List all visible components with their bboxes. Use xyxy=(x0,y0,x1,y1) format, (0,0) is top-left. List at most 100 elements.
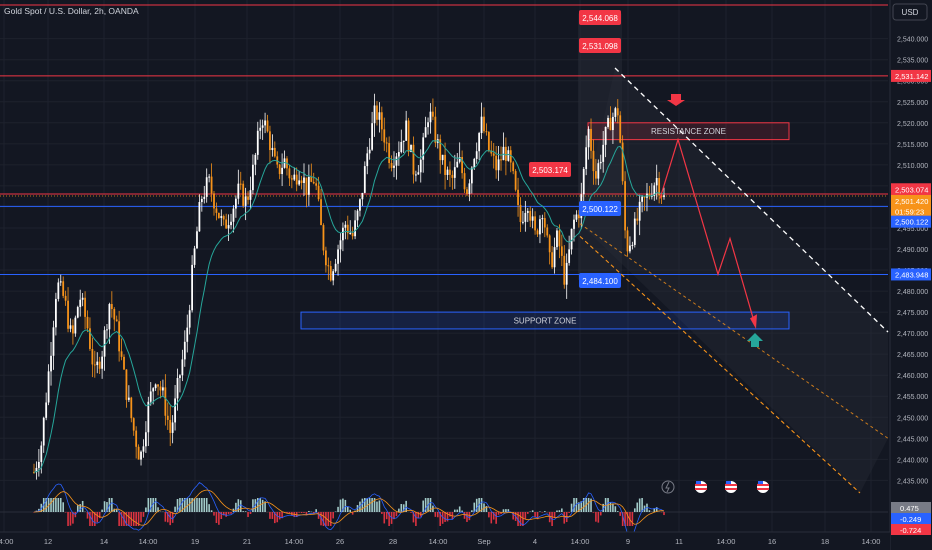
macd-bar xyxy=(458,506,461,512)
candle xyxy=(334,258,337,273)
macd-bar xyxy=(473,502,476,512)
candle xyxy=(602,130,605,173)
price-axis[interactable]: USD 2,435.000 2,440.000 2,445.000 2,450.000 2… xyxy=(889,0,932,550)
zones[interactable]: RESISTANCE ZONE SUPPORT ZONE xyxy=(300,122,790,330)
macd-bar xyxy=(398,508,400,512)
macd-bar xyxy=(410,512,412,513)
candle-body xyxy=(295,174,298,185)
macd-bar xyxy=(351,512,354,515)
macd-bar xyxy=(113,508,116,512)
candle xyxy=(568,235,571,266)
candle-body xyxy=(42,417,45,446)
currency-button[interactable]: USD xyxy=(892,3,928,21)
projection-path[interactable] xyxy=(659,137,757,329)
event-markers[interactable] xyxy=(661,480,769,494)
macd-bar xyxy=(471,510,473,512)
us-flag-event-icon[interactable] xyxy=(695,481,707,493)
candle-body xyxy=(451,174,454,178)
candle xyxy=(101,350,104,379)
candle xyxy=(254,152,257,176)
candle xyxy=(444,142,446,190)
candle-body xyxy=(534,216,536,231)
candle xyxy=(631,241,634,250)
macd-bar xyxy=(142,512,145,517)
macd-bar xyxy=(239,500,242,512)
candle xyxy=(50,341,52,386)
x-tick-label-6: 14:00 xyxy=(285,537,304,546)
candle xyxy=(556,228,558,250)
candle xyxy=(283,150,286,169)
macd-bar xyxy=(578,502,580,512)
candle-body xyxy=(539,219,541,235)
candle xyxy=(186,314,189,353)
candle-body xyxy=(225,219,228,229)
candle-body xyxy=(196,231,198,249)
candle xyxy=(137,444,140,460)
candle xyxy=(565,253,568,299)
price-callout-text: 2,503.174 xyxy=(532,166,568,175)
price-callout-text: 2,484.100 xyxy=(582,277,618,286)
candle xyxy=(490,140,493,157)
candle xyxy=(154,383,157,391)
macd-bar xyxy=(274,512,276,524)
candle xyxy=(269,125,271,164)
candle xyxy=(37,449,40,477)
candle xyxy=(658,171,661,204)
macd-bar xyxy=(436,512,439,518)
macd-bar xyxy=(595,512,597,522)
y-tick-label: 2,495.000 xyxy=(897,226,928,233)
candle-body xyxy=(507,150,510,161)
macd-bar xyxy=(614,506,617,512)
candle-body xyxy=(490,150,493,154)
macd-bar xyxy=(329,512,332,526)
candle-body xyxy=(74,317,77,334)
candle-body xyxy=(135,430,138,447)
macd-bar xyxy=(364,498,366,512)
macd-bar xyxy=(181,498,184,512)
candle-body xyxy=(602,144,605,162)
candle-body xyxy=(329,266,332,281)
candle-body xyxy=(252,164,254,191)
chart-title: Gold Spot / U.S. Dollar, 2h, OANDA xyxy=(4,6,139,16)
candle xyxy=(400,129,403,154)
candle xyxy=(227,214,230,241)
candle xyxy=(492,143,495,169)
indicator-tag-box xyxy=(891,513,931,524)
macd-bar xyxy=(383,512,386,524)
candle xyxy=(629,236,631,254)
time-axis[interactable]: 14:00 12 14 14:00 19 21 14:00 26 28 14:00 Sep 4 14:0… xyxy=(0,531,890,550)
candle xyxy=(324,246,327,273)
channel-upper-line xyxy=(614,67,889,333)
candle-body xyxy=(113,308,116,320)
candle xyxy=(619,111,622,144)
y-tick-label: 2,520.000 xyxy=(897,121,928,128)
us-flag-event-icon[interactable] xyxy=(725,481,737,493)
candle-body xyxy=(641,196,644,202)
candle-body xyxy=(45,402,48,418)
candle xyxy=(174,384,176,431)
macd-bar xyxy=(412,512,415,523)
macd-bar xyxy=(281,512,283,519)
candle xyxy=(636,207,639,225)
candle xyxy=(67,287,69,333)
macd-line xyxy=(33,481,665,538)
macd-bar xyxy=(33,512,35,513)
macd-bar xyxy=(663,512,665,516)
macd-bar xyxy=(417,512,420,519)
macd-bar xyxy=(179,498,181,512)
candle-body xyxy=(461,156,464,174)
axis-price-tag-box xyxy=(891,69,931,82)
zone-box-1 xyxy=(300,311,790,330)
macd-bar xyxy=(164,512,167,522)
macd-bar xyxy=(57,498,60,512)
macd-bar xyxy=(342,498,344,512)
candle-body xyxy=(193,248,196,265)
trend-channel[interactable] xyxy=(579,67,889,494)
horizontal-levels[interactable] xyxy=(0,4,888,275)
candle-body xyxy=(166,415,169,420)
us-flag-event-icon[interactable] xyxy=(757,481,769,493)
indicator-tag-1: -0.249 xyxy=(891,513,931,524)
price-callout-text: 2,500.122 xyxy=(582,205,618,214)
